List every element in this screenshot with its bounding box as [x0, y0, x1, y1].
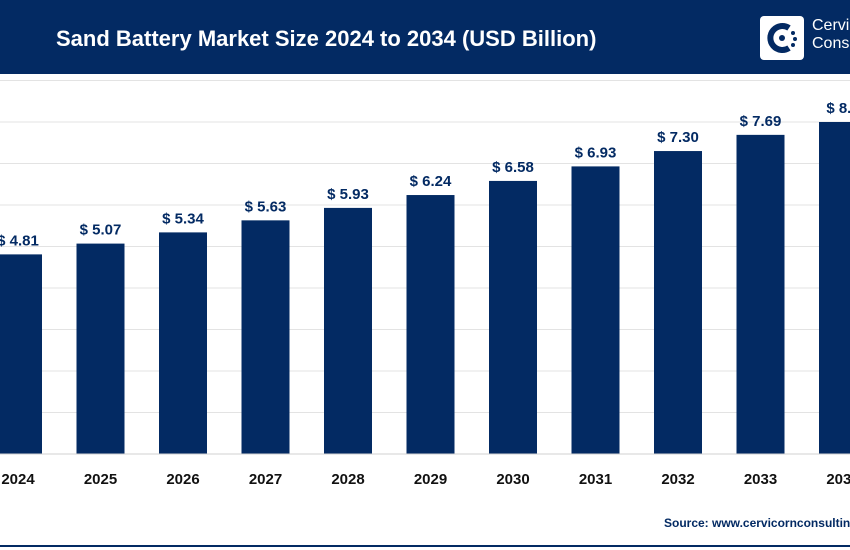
x-tick-2031: 2031	[579, 471, 612, 488]
data-label-2024: $ 4.81	[0, 232, 39, 249]
data-label-2025: $ 5.07	[80, 222, 122, 239]
bottom-divider	[0, 545, 850, 547]
source-note: Source: www.cervicornconsultin	[664, 516, 850, 530]
bar-2029	[406, 195, 455, 454]
x-tick-2025: 2025	[84, 471, 117, 488]
bar-2027	[241, 220, 290, 454]
bar-2028	[324, 207, 372, 454]
data-label-2026: $ 5.34	[162, 210, 204, 227]
bar-2026	[159, 232, 207, 454]
data-label-2031: $ 6.93	[575, 144, 617, 161]
brand-line-2: Cons	[812, 35, 850, 52]
data-label-2030: $ 6.58	[492, 159, 534, 176]
bar-chart: $ 4.81 2024 $ 5.07 2025 $ 5.34 2026 $ 5.63 2027…	[0, 80, 850, 488]
x-tick-2034: 2034	[826, 471, 850, 488]
title-banner: Sand Battery Market Size 2024 to 2034 (U…	[0, 0, 850, 74]
x-tick-2024: 2024	[1, 471, 35, 488]
cervicorn-logo-icon	[760, 16, 804, 60]
data-label-2028: $ 5.93	[327, 186, 369, 203]
bar-2033	[736, 134, 785, 455]
brand-line-1: Cervic	[812, 17, 850, 34]
data-label-2029: $ 6.24	[410, 173, 452, 190]
data-label-2032: $ 7.30	[657, 129, 699, 146]
brand-name: Cervic Cons	[812, 17, 850, 53]
data-label-2034: $ 8.0	[826, 100, 850, 117]
bar-2034	[819, 122, 850, 454]
chart-title: Sand Battery Market Size 2024 to 2034 (U…	[56, 26, 597, 51]
x-tick-2028: 2028	[331, 471, 364, 488]
x-tick-2027: 2027	[249, 471, 282, 488]
bar-2024	[0, 254, 42, 454]
x-tick-2033: 2033	[744, 471, 777, 488]
bar-2032	[654, 151, 702, 455]
x-tick-2032: 2032	[661, 471, 694, 488]
bar-2025	[76, 243, 125, 454]
data-label-2033: $ 7.69	[740, 113, 782, 130]
x-tick-2030: 2030	[496, 471, 529, 488]
bar-2030	[489, 180, 537, 454]
data-label-2027: $ 5.63	[245, 198, 287, 215]
x-tick-2029: 2029	[414, 471, 447, 488]
bar-2031	[571, 166, 620, 454]
x-tick-2026: 2026	[166, 471, 199, 488]
